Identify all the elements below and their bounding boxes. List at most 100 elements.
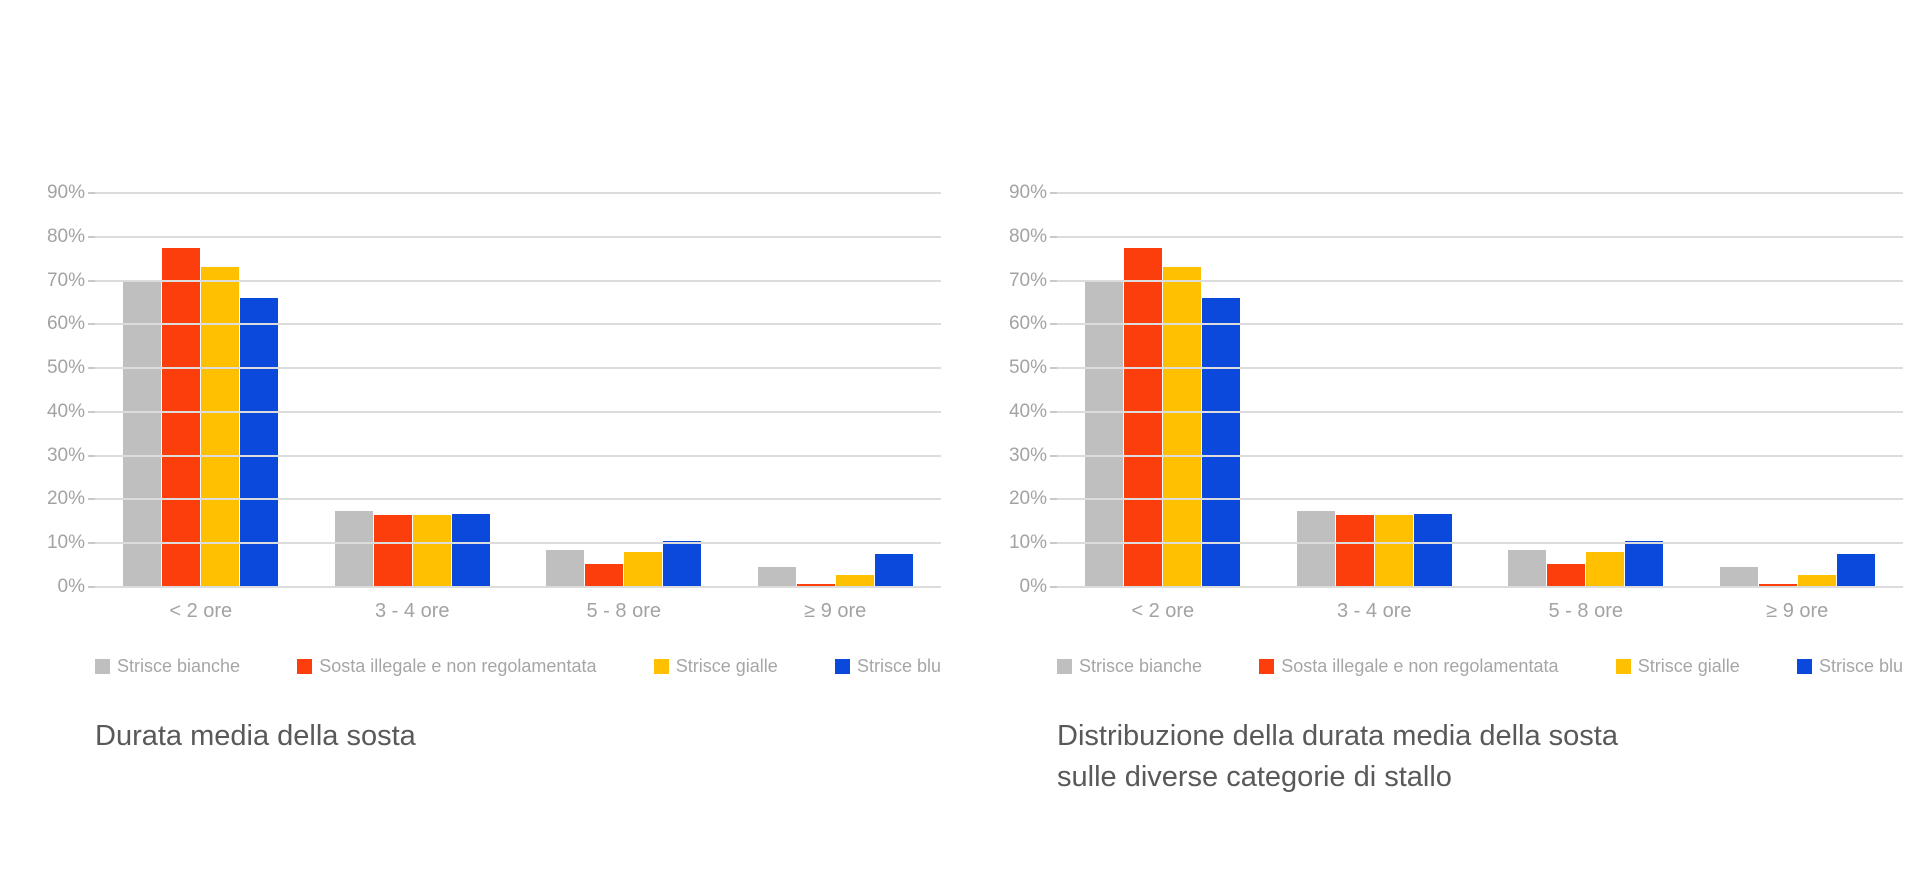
legend-item: Strisce gialle [1615,656,1740,677]
axis-tick [88,410,95,413]
bar [240,298,279,587]
gridline [1050,410,1903,413]
bar [796,583,835,587]
axis-tick [1050,454,1057,457]
legend-swatch-icon [1615,659,1631,674]
caption-line: Durata media della sosta [95,720,416,752]
bar [663,541,702,587]
x-axis-label: 5 - 8 ore [1548,600,1623,622]
bar [123,280,162,587]
x-axis-label: < 2 ore [169,600,233,622]
axis-tick [1050,192,1057,194]
legend-label: Strisce blu [1818,656,1903,676]
axis-tick [1050,542,1057,545]
legend-swatch-icon [297,659,313,674]
axis-tick [1050,279,1057,282]
legend-item: Strisce bianche [95,656,240,677]
bar [1296,510,1335,587]
legend-label: Strisce bianche [1079,656,1203,676]
y-axis-label: 90% [1008,182,1047,203]
bar [874,554,913,587]
y-axis-label: 90% [46,182,85,203]
legend-item: Strisce blu [1796,656,1903,677]
axis-tick [88,498,95,501]
legend-label: Sosta illegale e non regolamentata [319,656,597,676]
y-axis-label: 20% [1008,488,1047,510]
y-axis-label: 0% [1019,576,1047,597]
x-axis: < 2 ore 3 - 4 ore 5 - 8 ore ≥ 9 ore [1057,600,1903,623]
bar-group [1269,193,1481,587]
legend-label: Sosta illegale e non regolamentata [1281,656,1559,676]
bar [1124,247,1163,587]
legend-swatch-icon [1796,659,1812,674]
axis-tick [88,454,95,457]
bar [1547,563,1586,587]
axis-tick [88,192,95,194]
bar-group [1480,193,1692,587]
bar [1797,574,1836,587]
bar-group [730,193,942,587]
gridline [1050,367,1903,370]
legend-item: Strisce bianche [1057,656,1202,677]
bar [546,550,585,587]
gridline [88,192,941,194]
y-axis-label: 60% [46,313,85,335]
axis-tick [88,542,95,545]
bar [162,247,201,587]
legend-label: Strisce gialle [1637,656,1740,676]
axis-tick [1050,586,1057,588]
bar-group [95,193,307,587]
gridline [1050,586,1903,588]
bar [1836,554,1875,587]
axis-tick [1050,323,1057,326]
bar [412,515,451,587]
legend-label: Strisce bianche [117,656,241,676]
bar-groups [95,193,941,587]
bar [451,514,490,587]
legend-item: Strisce blu [834,656,941,677]
axis-tick [1050,498,1057,501]
gridline [1050,454,1903,457]
gridline [88,410,941,413]
bar [1085,280,1124,587]
bar-group [518,193,730,587]
bar-groups [1057,193,1903,587]
legend-swatch-icon [653,659,669,674]
legend-item: Strisce gialle [653,656,778,677]
gridline [88,586,941,588]
x-axis: < 2 ore 3 - 4 ore 5 - 8 ore ≥ 9 ore [95,600,941,623]
y-axis-label: 80% [1008,225,1047,247]
plot-area [88,192,941,588]
bar [585,563,624,587]
bar [1625,541,1664,587]
legend-label: Strisce gialle [675,656,778,676]
y-axis-label: 80% [46,225,85,247]
chart-distribuzione-durata: 0% 10% 20% 30% 40% 50% 60% 70% 80% 90% < 2 ore 3 -… [995,0,1903,883]
x-axis-label: ≥ 9 ore [1766,600,1829,622]
y-axis-label: 50% [46,357,85,379]
x-axis-label: < 2 ore [1131,600,1195,622]
y-axis-label: 20% [46,488,85,510]
gridline [88,323,941,326]
chart-caption: Distribuzione della durata media della s… [1057,716,1618,798]
gridline [1050,192,1903,194]
caption-line: Distribuzione della durata media della s… [1057,720,1618,752]
bar [1163,267,1202,587]
gridline [88,454,941,457]
bar [1758,583,1797,587]
bar [334,510,373,587]
y-axis-label: 10% [46,532,85,554]
legend-item: Sosta illegale e non regolamentata [1259,656,1558,677]
bar-group [1692,193,1904,587]
y-axis-label: 70% [1008,269,1047,291]
x-axis-label: ≥ 9 ore [804,600,867,622]
axis-tick [88,586,95,588]
bar [757,567,796,587]
legend-swatch-icon [834,659,850,674]
y-axis-label: 70% [46,269,85,291]
gridline [1050,542,1903,545]
x-axis-label: 5 - 8 ore [586,600,661,622]
y-axis: 0% 10% 20% 30% 40% 50% 60% 70% 80% 90% [995,182,1047,597]
legend-swatch-icon [1259,659,1275,674]
axis-tick [88,235,95,238]
